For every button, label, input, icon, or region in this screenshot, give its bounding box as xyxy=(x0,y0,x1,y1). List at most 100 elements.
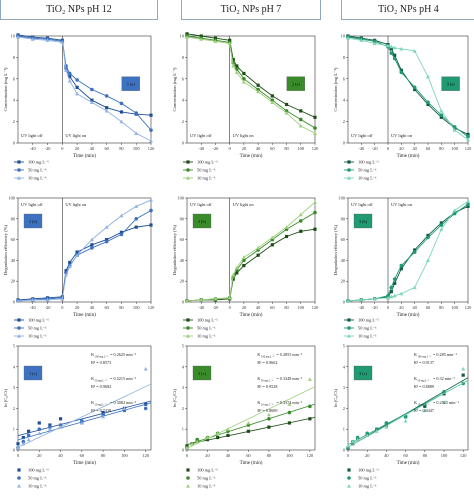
data-point-2 xyxy=(346,298,350,303)
fit-k-subscript: 100 mg L⁻¹ xyxy=(261,356,274,359)
data-point-0 xyxy=(256,253,260,257)
chart-1c: 0 20 40 60 80 100 120 0 1 2 3 4 5 Time (min) ln (C₀/Ct… xyxy=(3,344,152,489)
x-tick-label: 20 xyxy=(242,146,247,151)
data-point-2 xyxy=(389,294,394,299)
data-point-2 xyxy=(426,74,430,79)
y-tick-label: 40 xyxy=(180,258,185,263)
y-tick-label: 0 xyxy=(13,141,16,146)
x-tick-label: 100 xyxy=(133,146,140,151)
fit-r2: R² = 0.9682 xyxy=(91,384,111,389)
x-tick-label: 120 xyxy=(148,305,155,310)
data-point-1 xyxy=(101,412,105,417)
data-point-2 xyxy=(215,431,220,435)
x-tick-label: 120 xyxy=(307,453,314,458)
y-tick-label: 0 xyxy=(182,141,185,146)
legend-label: 10 mg L⁻¹ xyxy=(358,176,377,181)
data-point-2 xyxy=(392,293,397,298)
data-point-2 xyxy=(426,258,430,262)
data-point-2 xyxy=(452,128,457,132)
fit-r2: R² = 0.8689 xyxy=(257,408,277,413)
legend: 100 mg L⁻¹ 50 mg L⁻¹ 10 mg L⁻¹ xyxy=(183,160,218,181)
data-point-2 xyxy=(47,427,52,431)
x-tick-label: 0 xyxy=(229,146,232,151)
fit-k-value: = 0.2525 min⁻¹ xyxy=(433,400,460,405)
data-point-0 xyxy=(216,435,220,440)
data-point-0 xyxy=(37,421,41,425)
data-point-2 xyxy=(58,425,63,429)
y-tick-label: 6 xyxy=(343,76,346,81)
data-point-2 xyxy=(64,272,69,277)
data-point-1 xyxy=(392,56,397,61)
data-point-1 xyxy=(426,100,430,105)
legend-marker xyxy=(186,326,190,330)
fit-k-label: K xyxy=(257,376,260,381)
chart-3a: -40 -20 0 20 40 60 80 100 120 0 2 4 6 8 10 Time (min) Co… xyxy=(333,34,472,181)
data-point-2 xyxy=(313,200,317,204)
data-point-0 xyxy=(185,32,189,36)
data-point-1 xyxy=(365,431,370,436)
data-point-1 xyxy=(298,117,303,122)
data-point-1 xyxy=(313,126,317,130)
y-tick-label: 2 xyxy=(343,119,345,124)
data-point-2 xyxy=(241,255,246,259)
data-point-0 xyxy=(134,225,138,229)
x-tick-label: 40 xyxy=(412,146,417,151)
legend-marker xyxy=(186,168,190,172)
x-tick-label: -40 xyxy=(30,305,37,310)
data-point-0 xyxy=(101,410,105,415)
data-point-2 xyxy=(21,441,26,446)
legend-marker xyxy=(347,176,351,180)
x-tick-label: 0 xyxy=(347,453,350,458)
data-point-1 xyxy=(242,77,246,81)
column-title-text: TiO₂ NPs pH 12 xyxy=(46,4,112,15)
series-line-2 xyxy=(186,36,316,134)
x-tick-label: 100 xyxy=(286,453,293,458)
data-point-1 xyxy=(298,219,303,223)
fit-k-value: = 0.5215 min⁻¹ xyxy=(110,376,137,381)
data-point-2 xyxy=(185,35,189,39)
fit-k-subscript: 100 mg L⁻¹ xyxy=(95,356,108,359)
column-title-ph12: TiO₂ NPs pH 12 xyxy=(0,0,158,20)
data-point-2 xyxy=(227,295,232,300)
fit-line-2 xyxy=(17,383,152,448)
x-tick-label: 80 xyxy=(284,146,289,151)
y-axis-label: Concentration (mg L⁻¹) xyxy=(3,67,8,111)
data-point-0 xyxy=(439,221,443,225)
data-point-2 xyxy=(386,295,390,300)
legend-marker xyxy=(17,318,21,322)
data-point-0 xyxy=(389,47,393,51)
data-point-1 xyxy=(67,71,72,76)
data-point-1 xyxy=(134,111,139,115)
x-tick-label: 40 xyxy=(256,146,261,151)
data-point-0 xyxy=(393,281,397,285)
legend-marker xyxy=(186,484,190,488)
legend-marker xyxy=(347,484,351,488)
fit-r2: R² = 0.9137 xyxy=(414,360,434,365)
data-point-2 xyxy=(284,225,289,229)
y-tick-label: 40 xyxy=(341,258,346,263)
data-point-1 xyxy=(389,285,394,290)
column-title-ph4: TiO₂ NPs pH 4 xyxy=(341,0,474,20)
x-tick-label: 60 xyxy=(426,146,431,151)
data-point-2 xyxy=(45,38,50,42)
data-point-0 xyxy=(423,404,427,408)
data-point-1 xyxy=(355,435,360,440)
x-tick-label: 80 xyxy=(439,146,444,151)
y-axis-label: Degradation efficiency (%) xyxy=(172,224,177,275)
x-tick-label: 40 xyxy=(226,453,231,458)
x-tick-label: 60 xyxy=(403,453,408,458)
panel-label-box xyxy=(23,213,43,229)
data-point-1 xyxy=(389,51,394,55)
legend-label: 100 mg L⁻¹ xyxy=(28,468,49,473)
data-point-0 xyxy=(384,423,388,427)
y-tick-label: 2 xyxy=(182,406,184,411)
data-point-0 xyxy=(16,442,20,446)
x-tick-label: 80 xyxy=(439,305,444,310)
data-point-0 xyxy=(228,38,232,42)
legend-label: 50 mg L⁻¹ xyxy=(28,326,47,331)
data-point-0 xyxy=(64,269,68,273)
plot-frame xyxy=(186,35,316,144)
legend-marker xyxy=(347,334,351,338)
y-axis-label: ln (C₀/Ct) xyxy=(172,389,177,408)
column-title-ph7: TiO₂ NPs pH 7 xyxy=(181,0,321,20)
